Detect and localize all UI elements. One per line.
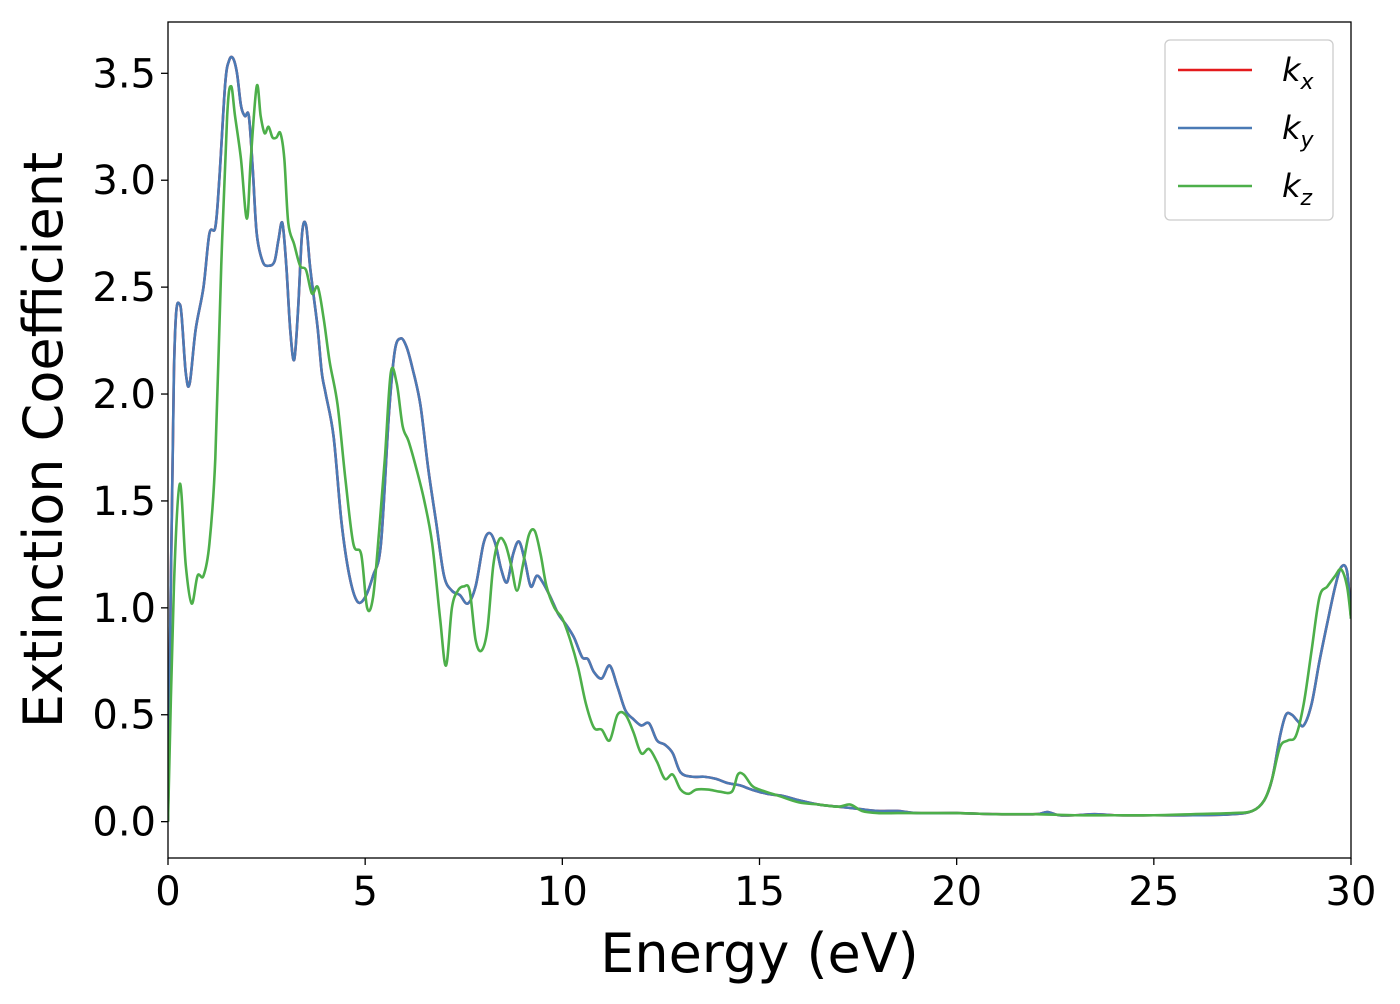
- legend-label-base: k: [1282, 167, 1302, 205]
- x-tick-label: 10: [537, 869, 588, 915]
- x-tick-label: 25: [1128, 869, 1179, 915]
- y-axis-label: Extinction Coefficient: [12, 152, 75, 728]
- y-tick-label: 3.0: [92, 158, 156, 204]
- y-axis-ticks: 0.0 0.5 1.0 1.5 2.0 2.5 3.0 3.5: [92, 51, 168, 846]
- y-tick-label: 0.5: [92, 693, 156, 739]
- x-axis-label: Energy (eV): [600, 922, 919, 985]
- legend-label-ky: ky: [1282, 109, 1315, 153]
- y-tick-label: 1.0: [92, 586, 156, 632]
- legend-label-subscript: z: [1300, 186, 1313, 211]
- legend-label-subscript: y: [1300, 128, 1315, 153]
- y-tick-label: 2.0: [92, 372, 156, 418]
- x-tick-label: 20: [931, 869, 982, 915]
- x-axis-ticks: 0 5 10 15 20 25 30: [155, 858, 1376, 915]
- x-tick-label: 5: [352, 869, 377, 915]
- y-tick-label: 3.5: [92, 51, 156, 97]
- y-tick-label: 2.5: [92, 265, 156, 311]
- legend-label-kx: kx: [1282, 51, 1315, 95]
- legend-label-kz: kz: [1282, 167, 1313, 211]
- series-layer: [168, 55, 1351, 822]
- x-tick-label: 15: [734, 869, 785, 915]
- legend-label-subscript: x: [1300, 70, 1315, 95]
- x-tick-label: 0: [155, 869, 180, 915]
- legend-label-base: k: [1282, 51, 1302, 89]
- y-tick-label: 0.0: [92, 800, 156, 846]
- legend-label-base: k: [1282, 109, 1302, 147]
- series-line-kz: [168, 83, 1351, 822]
- y-tick-label: 1.5: [92, 479, 156, 525]
- x-tick-label: 30: [1326, 869, 1377, 915]
- legend-box: [1164, 39, 1334, 221]
